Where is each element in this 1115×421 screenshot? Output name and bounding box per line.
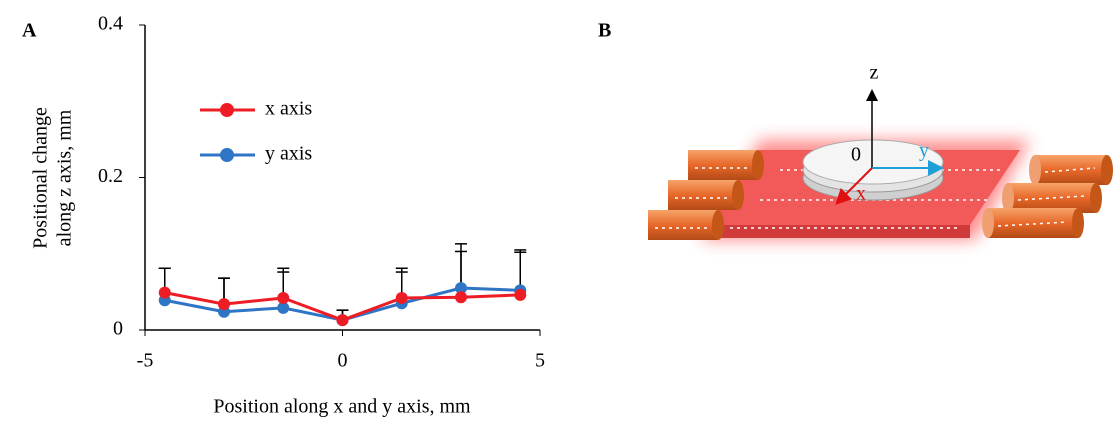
plate-edge (705, 225, 970, 238)
data-point (514, 289, 526, 301)
axis-label: y (919, 140, 929, 162)
y-axis-label: Positional change (30, 107, 52, 249)
panel-label: A (22, 20, 37, 42)
axis-label: x (856, 183, 866, 205)
y-tick-label: 0 (113, 318, 123, 340)
y-tick-label: 0.4 (98, 13, 123, 35)
data-point (277, 292, 289, 304)
x-tick-label: 5 (535, 350, 545, 372)
x-axis-label: Position along x and y axis, mm (213, 396, 471, 418)
y-tick-label: 0.2 (98, 165, 123, 187)
legend-label: x axis (265, 98, 312, 120)
origin-label: 0 (851, 144, 861, 166)
data-point (455, 291, 467, 303)
diagram: B z 0 y x (598, 20, 1113, 240)
x-tick-label: -5 (137, 350, 154, 372)
data-point (396, 292, 408, 304)
legend-marker (220, 148, 234, 162)
figure: A Position along x and y axis, mm Positi… (0, 0, 1115, 421)
x-tick-label: 0 (338, 350, 348, 372)
y-axis-label: along z axis, mm (54, 109, 76, 246)
panel-label: B (598, 20, 611, 42)
axis-label: z (870, 62, 879, 84)
legend-label: y axis (265, 143, 312, 165)
data-point (218, 298, 230, 310)
legend-marker (220, 103, 234, 117)
data-point (337, 314, 349, 326)
data-point (159, 287, 171, 299)
